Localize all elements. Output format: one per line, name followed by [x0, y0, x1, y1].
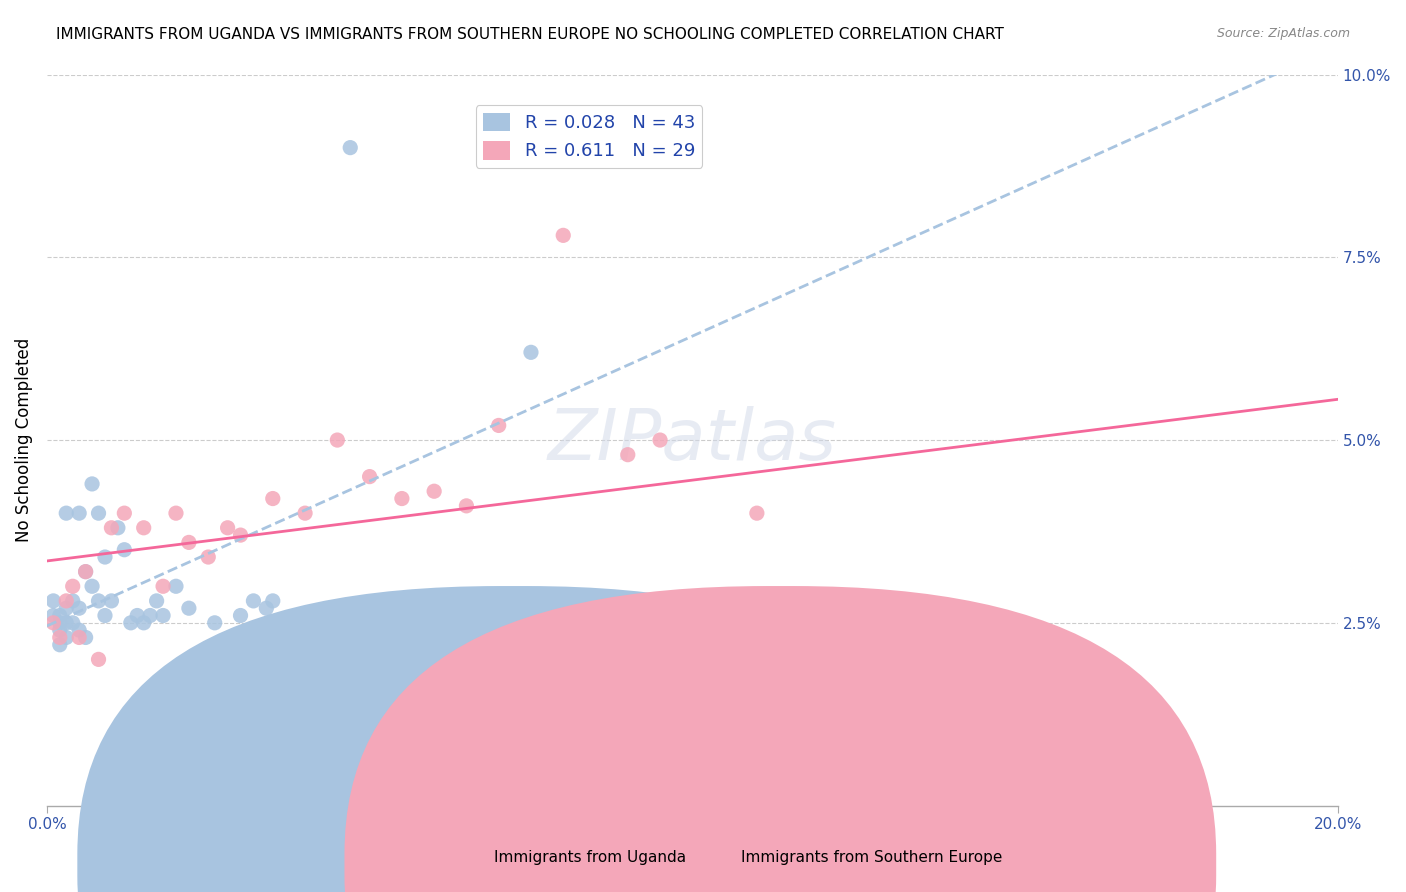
- Immigrants from Uganda: [107, 521, 129, 535]
- Immigrants from Southern Europe: [1004, 689, 1026, 703]
- Immigrants from Uganda: [177, 601, 200, 615]
- Immigrants from Southern Europe: [197, 549, 219, 564]
- Immigrants from Southern Europe: [62, 579, 84, 593]
- Immigrants from Uganda: [49, 623, 72, 637]
- Immigrants from Uganda: [520, 345, 543, 359]
- Text: ZIPatlas: ZIPatlas: [548, 406, 837, 475]
- Immigrants from Uganda: [100, 594, 122, 608]
- Text: Immigrants from Southern Europe: Immigrants from Southern Europe: [741, 850, 1002, 865]
- Immigrants from Uganda: [49, 638, 72, 652]
- Immigrants from Uganda: [132, 615, 155, 630]
- Immigrants from Uganda: [139, 608, 162, 623]
- Immigrants from Uganda: [229, 608, 252, 623]
- Immigrants from Uganda: [254, 601, 277, 615]
- Immigrants from Southern Europe: [75, 565, 97, 579]
- Immigrants from Southern Europe: [165, 506, 187, 520]
- Immigrants from Uganda: [55, 506, 77, 520]
- Immigrants from Southern Europe: [100, 521, 122, 535]
- Immigrants from Southern Europe: [326, 433, 349, 447]
- Immigrants from Southern Europe: [488, 418, 510, 433]
- Immigrants from Uganda: [42, 608, 65, 623]
- Immigrants from Uganda: [67, 623, 90, 637]
- Immigrants from Southern Europe: [49, 631, 72, 645]
- Immigrants from Uganda: [191, 681, 214, 696]
- Immigrants from Uganda: [80, 477, 103, 491]
- Immigrants from Uganda: [42, 594, 65, 608]
- Immigrants from Southern Europe: [359, 469, 381, 483]
- Immigrants from Uganda: [127, 608, 149, 623]
- Immigrants from Uganda: [55, 631, 77, 645]
- Immigrants from Southern Europe: [648, 433, 671, 447]
- Immigrants from Uganda: [87, 594, 110, 608]
- Immigrants from Uganda: [94, 549, 117, 564]
- Immigrants from Southern Europe: [745, 506, 768, 520]
- Y-axis label: No Schooling Completed: No Schooling Completed: [15, 338, 32, 542]
- Immigrants from Southern Europe: [87, 652, 110, 666]
- Immigrants from Uganda: [62, 594, 84, 608]
- Immigrants from Uganda: [55, 601, 77, 615]
- Immigrants from Uganda: [204, 615, 226, 630]
- Immigrants from Southern Europe: [177, 535, 200, 549]
- Immigrants from Uganda: [55, 615, 77, 630]
- Immigrants from Southern Europe: [152, 579, 174, 593]
- Immigrants from Uganda: [62, 615, 84, 630]
- Immigrants from Southern Europe: [229, 528, 252, 542]
- Immigrants from Uganda: [152, 608, 174, 623]
- Immigrants from Southern Europe: [553, 228, 575, 243]
- Immigrants from Southern Europe: [294, 506, 316, 520]
- Immigrants from Southern Europe: [423, 484, 446, 499]
- Immigrants from Southern Europe: [132, 521, 155, 535]
- Immigrants from Uganda: [75, 565, 97, 579]
- Immigrants from Uganda: [87, 506, 110, 520]
- Immigrants from Uganda: [339, 141, 361, 155]
- Legend: R = 0.028   N = 43, R = 0.611   N = 29: R = 0.028 N = 43, R = 0.611 N = 29: [475, 105, 702, 168]
- Immigrants from Uganda: [120, 615, 142, 630]
- Immigrants from Southern Europe: [217, 521, 239, 535]
- Immigrants from Uganda: [242, 594, 264, 608]
- Immigrants from Southern Europe: [456, 499, 478, 513]
- Text: Immigrants from Uganda: Immigrants from Uganda: [495, 850, 686, 865]
- Immigrants from Uganda: [145, 594, 167, 608]
- Immigrants from Uganda: [165, 579, 187, 593]
- Immigrants from Uganda: [94, 608, 117, 623]
- Immigrants from Uganda: [112, 542, 135, 557]
- Immigrants from Uganda: [49, 615, 72, 630]
- Immigrants from Uganda: [67, 601, 90, 615]
- Immigrants from Uganda: [80, 579, 103, 593]
- Immigrants from Uganda: [67, 506, 90, 520]
- Immigrants from Uganda: [262, 594, 284, 608]
- Immigrants from Southern Europe: [55, 594, 77, 608]
- Immigrants from Southern Europe: [617, 448, 640, 462]
- Immigrants from Southern Europe: [67, 631, 90, 645]
- Immigrants from Southern Europe: [42, 615, 65, 630]
- Text: IMMIGRANTS FROM UGANDA VS IMMIGRANTS FROM SOUTHERN EUROPE NO SCHOOLING COMPLETED: IMMIGRANTS FROM UGANDA VS IMMIGRANTS FRO…: [56, 27, 1004, 42]
- Immigrants from Southern Europe: [262, 491, 284, 506]
- Immigrants from Southern Europe: [112, 506, 135, 520]
- Immigrants from Uganda: [217, 704, 239, 718]
- Immigrants from Southern Europe: [391, 491, 413, 506]
- Text: Source: ZipAtlas.com: Source: ZipAtlas.com: [1216, 27, 1350, 40]
- Immigrants from Uganda: [49, 608, 72, 623]
- Immigrants from Uganda: [75, 631, 97, 645]
